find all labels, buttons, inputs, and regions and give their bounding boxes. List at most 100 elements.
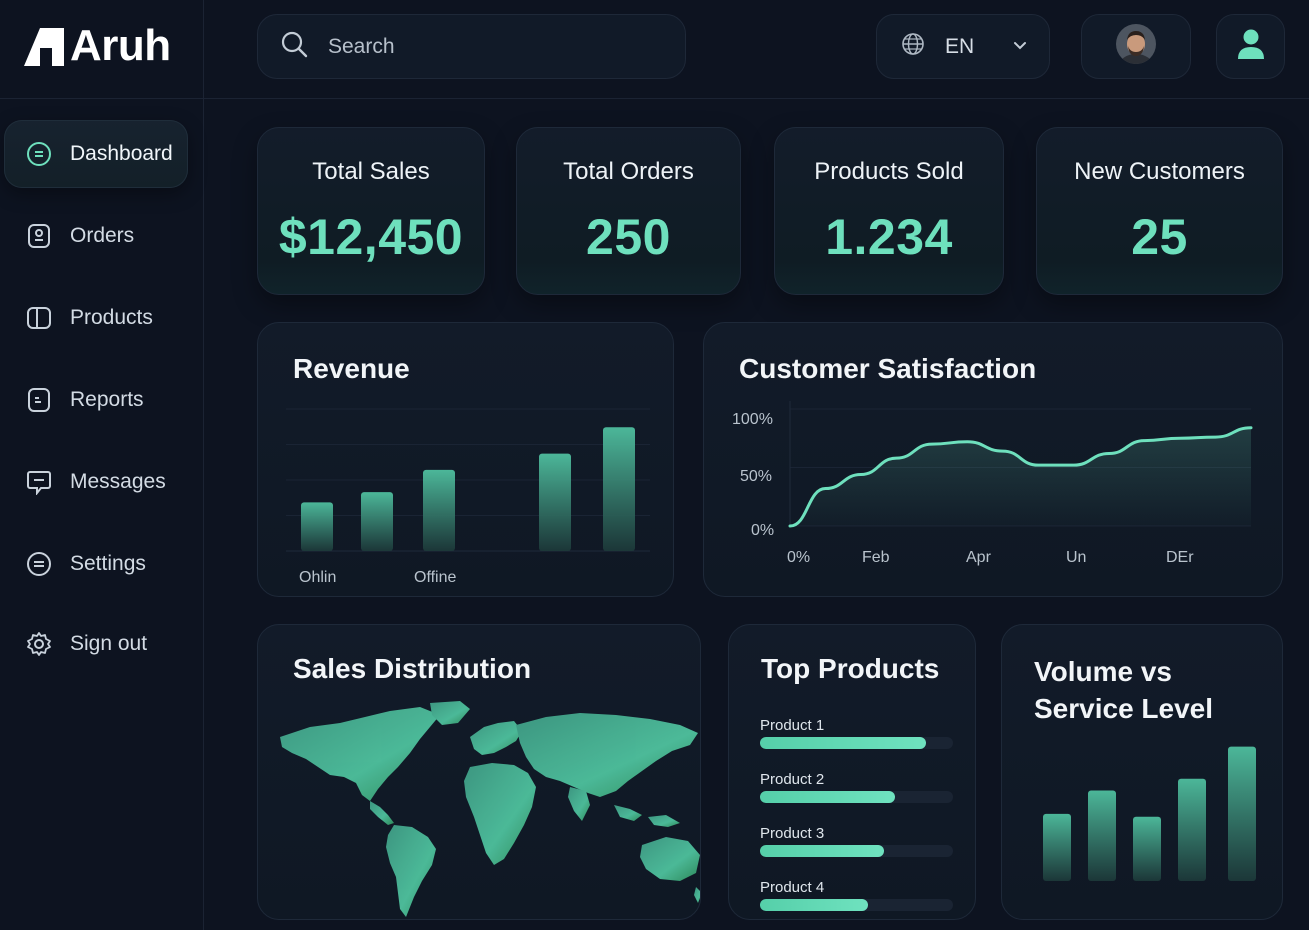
card-title-line: Service Level [1034,693,1214,724]
header-divider [204,98,1309,99]
sidebar-item-sign-out[interactable]: Sign out [4,610,188,678]
top-products-card: Top Products Product 1 Product 2 Product… [728,624,976,920]
card-title: Customer Satisfaction [739,353,1037,384]
stat-card-total-sales: Total Sales $12,450 [257,127,485,295]
products-icon [26,305,52,331]
progress-track [760,737,953,749]
satisfaction-area [790,427,1251,526]
top-product-label: Product 2 [760,771,825,788]
volume-bar [1178,778,1206,881]
x-tick-label: Ohlin [299,569,337,586]
progress-track [760,845,953,857]
dashboard-icon [26,141,52,167]
language-value: EN [945,34,975,58]
progress-track [760,899,953,911]
card-title: Sales Distribution [293,653,532,684]
stat-title: New Customers [1074,158,1245,185]
sidebar: Aruh Dashboard Orders Products Reports M… [0,0,204,930]
card-title: Top Products [761,653,940,684]
revenue-chart [286,408,650,552]
stat-value: 250 [586,209,671,265]
x-tick-label: Offine [414,569,457,586]
progress-fill [760,791,896,803]
top-product-label: Product 3 [760,825,825,842]
progress-fill [760,845,884,857]
sidebar-item-label: Messages [70,470,166,493]
sales-distribution-card: Sales Distribution [257,624,701,920]
customer-satisfaction-chart [788,401,1253,528]
app-name: Aruh [70,21,171,70]
revenue-bar [423,469,455,551]
stat-title: Total Sales [312,158,430,185]
card-title-line: Volume vs [1034,656,1172,687]
x-tick-label: Feb [862,549,890,566]
top-product-label: Product 1 [760,717,825,734]
logo[interactable]: Aruh [24,21,171,70]
progress-fill [760,737,926,749]
sidebar-item-messages[interactable]: Messages [4,448,188,516]
sidebar-item-label: Reports [70,388,144,411]
volume-bar [1043,813,1071,881]
satisfaction-line [788,426,1253,528]
revenue-bar [603,427,635,551]
gear-icon [26,631,52,657]
x-tick-label: Un [1066,549,1087,566]
sidebar-item-label: Orders [70,224,135,247]
y-tick-label: 50% [740,468,773,485]
progress-fill [760,899,869,911]
stat-value: $12,450 [278,209,464,265]
x-tick-label: 0% [787,549,811,566]
customer-satisfaction-card: Customer Satisfaction 100% 50% 0% 0% Feb… [703,322,1283,597]
language-select[interactable]: EN [876,14,1050,79]
stat-value: 25 [1131,209,1188,265]
sidebar-item-settings[interactable]: Settings [4,530,188,598]
settings-icon [26,551,52,577]
card-title: Volume vs Service Level [1034,653,1213,727]
volume-service-chart [1043,746,1256,881]
progress-track [760,791,953,803]
stat-card-products-sold: Products Sold 1.234 [774,127,1004,295]
sidebar-item-label: Settings [70,552,146,575]
revenue-card: Revenue Ohlin Offine [257,322,674,597]
sidebar-item-label: Products [70,306,153,329]
top-product-label: Product 4 [760,879,825,896]
globe-icon [901,32,925,61]
reports-icon [26,387,52,413]
stat-value: 1.234 [825,209,953,265]
x-tick-label: Apr [966,549,991,566]
logo-mark-icon [24,28,64,66]
user-menu-button[interactable] [1216,14,1285,79]
user-icon [1236,28,1266,65]
divider [0,98,204,99]
sidebar-item-reports[interactable]: Reports [4,366,188,434]
profile-avatar-button[interactable] [1081,14,1191,79]
search-input[interactable] [328,34,648,59]
x-tick-label: DEr [1166,549,1194,566]
orders-icon [26,223,52,249]
stat-card-new-customers: New Customers 25 [1036,127,1283,295]
messages-icon [26,469,52,495]
revenue-bar [361,492,393,551]
chevron-down-icon [1013,39,1027,58]
avatar [1116,24,1156,69]
stat-card-total-orders: Total Orders 250 [516,127,741,295]
revenue-bar [301,502,333,551]
world-map [280,701,700,917]
sidebar-item-label: Sign out [70,632,148,655]
y-tick-label: 0% [751,522,775,539]
volume-service-card: Volume vs Service Level [1001,624,1283,920]
y-tick-label: 100% [732,411,773,428]
volume-bar [1133,816,1161,881]
sidebar-item-orders[interactable]: Orders [4,202,188,270]
sidebar-item-label: Dashboard [70,142,173,165]
volume-bar [1228,746,1256,881]
search-bar[interactable] [257,14,686,79]
volume-bar [1088,790,1116,881]
stat-title: Products Sold [814,158,964,185]
search-icon [280,30,308,63]
sidebar-item-dashboard[interactable]: Dashboard [4,120,188,188]
card-title: Revenue [293,353,410,384]
stat-title: Total Orders [563,158,694,185]
revenue-bar [539,453,571,551]
sidebar-item-products[interactable]: Products [4,284,188,352]
